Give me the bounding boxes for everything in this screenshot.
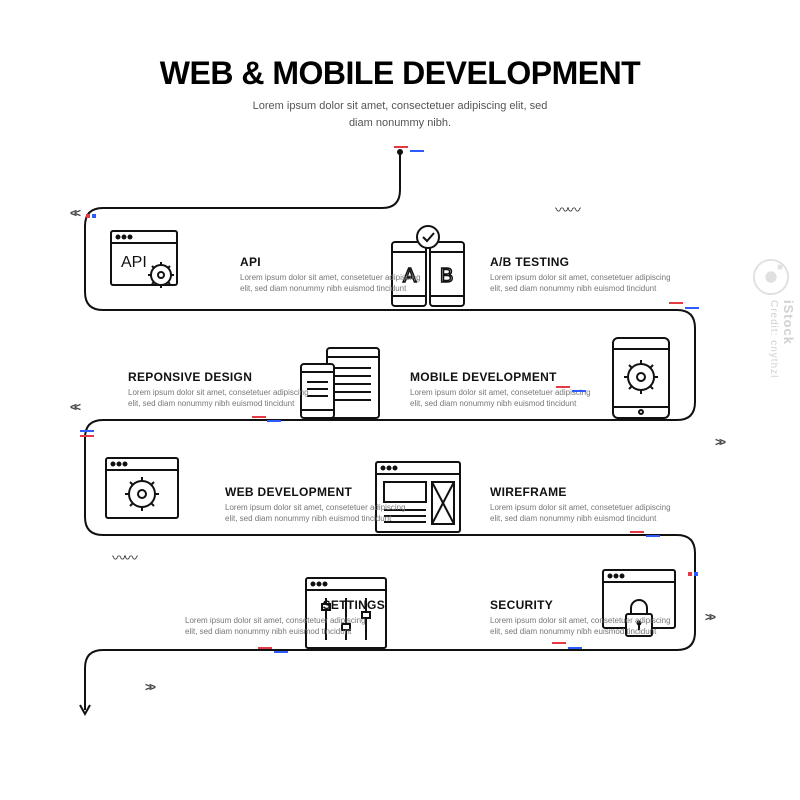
page-subtitle: Lorem ipsum dolor sit amet, consectetuer… [0,98,800,131]
accent-mark [267,420,281,422]
node-webdev: WEB DEVELOPMENT Lorem ipsum dolor sit am… [225,485,425,524]
node-desc: Lorem ipsum dolor sit amet, consetetuer … [225,502,425,524]
node-desc: Lorem ipsum dolor sit amet, consetetuer … [240,272,440,294]
accent-mark [669,302,683,304]
node-desc: Lorem ipsum dolor sit amet, consetetuer … [128,387,328,409]
node-ab-testing: A/B TESTING Lorem ipsum dolor sit amet, … [490,255,690,294]
node-responsive: REPONSIVE DESIGN Lorem ipsum dolor sit a… [128,370,328,409]
chevron-right-icon: >> [705,610,713,624]
node-settings: SETTINGS Lorem ipsum dolor sit amet, con… [185,598,385,637]
node-label: A/B TESTING [490,255,690,269]
accent-mark [572,390,586,392]
node-desc: Lorem ipsum dolor sit amet, consetetuer … [490,502,690,524]
chevron-right-icon: >> [715,435,723,449]
accent-mark [258,647,272,649]
header: WEB & MOBILE DEVELOPMENT Lorem ipsum dol… [0,0,800,131]
accent-mark [80,430,94,432]
accent-mark [568,647,582,649]
svg-text:API: API [121,254,147,271]
accent-mark [86,214,90,218]
chevron-left-icon: << [70,206,78,220]
accent-mark [688,572,692,576]
node-security: SECURITY Lorem ipsum dolor sit amet, con… [490,598,690,637]
watermark-logo [752,258,790,296]
accent-mark [552,642,566,644]
watermark-text: iStock Credit: cnythzl [766,300,796,378]
accent-mark [92,214,96,218]
accent-mark [80,435,94,437]
web-development-icon [100,452,195,545]
node-label: REPONSIVE DESIGN [128,370,328,384]
accent-mark [630,531,644,533]
accent-mark [694,572,698,576]
node-label: WIREFRAME [490,485,690,499]
node-label: MOBILE DEVELOPMENT [410,370,610,384]
accent-mark [252,416,266,418]
node-label: SECURITY [490,598,690,612]
chevron-right-icon: >> [145,680,153,694]
node-label: API [240,255,440,269]
api-icon: API [105,225,195,320]
accent-mark [394,146,408,148]
node-label: WEB DEVELOPMENT [225,485,425,499]
accent-mark [685,307,699,309]
node-label: SETTINGS [185,598,385,612]
node-desc: Lorem ipsum dolor sit amet, consetetuer … [185,615,385,637]
node-desc: Lorem ipsum dolor sit amet, consetetuer … [490,615,690,637]
node-api: API Lorem ipsum dolor sit amet, consetet… [240,255,440,294]
accent-mark [410,150,424,152]
accent-mark [646,535,660,537]
node-wireframe: WIREFRAME Lorem ipsum dolor sit amet, co… [490,485,690,524]
chevron-left-icon: << [70,400,78,414]
node-desc: Lorem ipsum dolor sit amet, consetetuer … [490,272,690,294]
zigzag-icon: 〰〰 [112,548,136,568]
accent-mark [556,386,570,388]
page-title: WEB & MOBILE DEVELOPMENT [0,55,800,92]
accent-mark [274,651,288,653]
zigzag-icon: 〰〰 [555,200,579,220]
svg-text:B: B [440,265,453,287]
